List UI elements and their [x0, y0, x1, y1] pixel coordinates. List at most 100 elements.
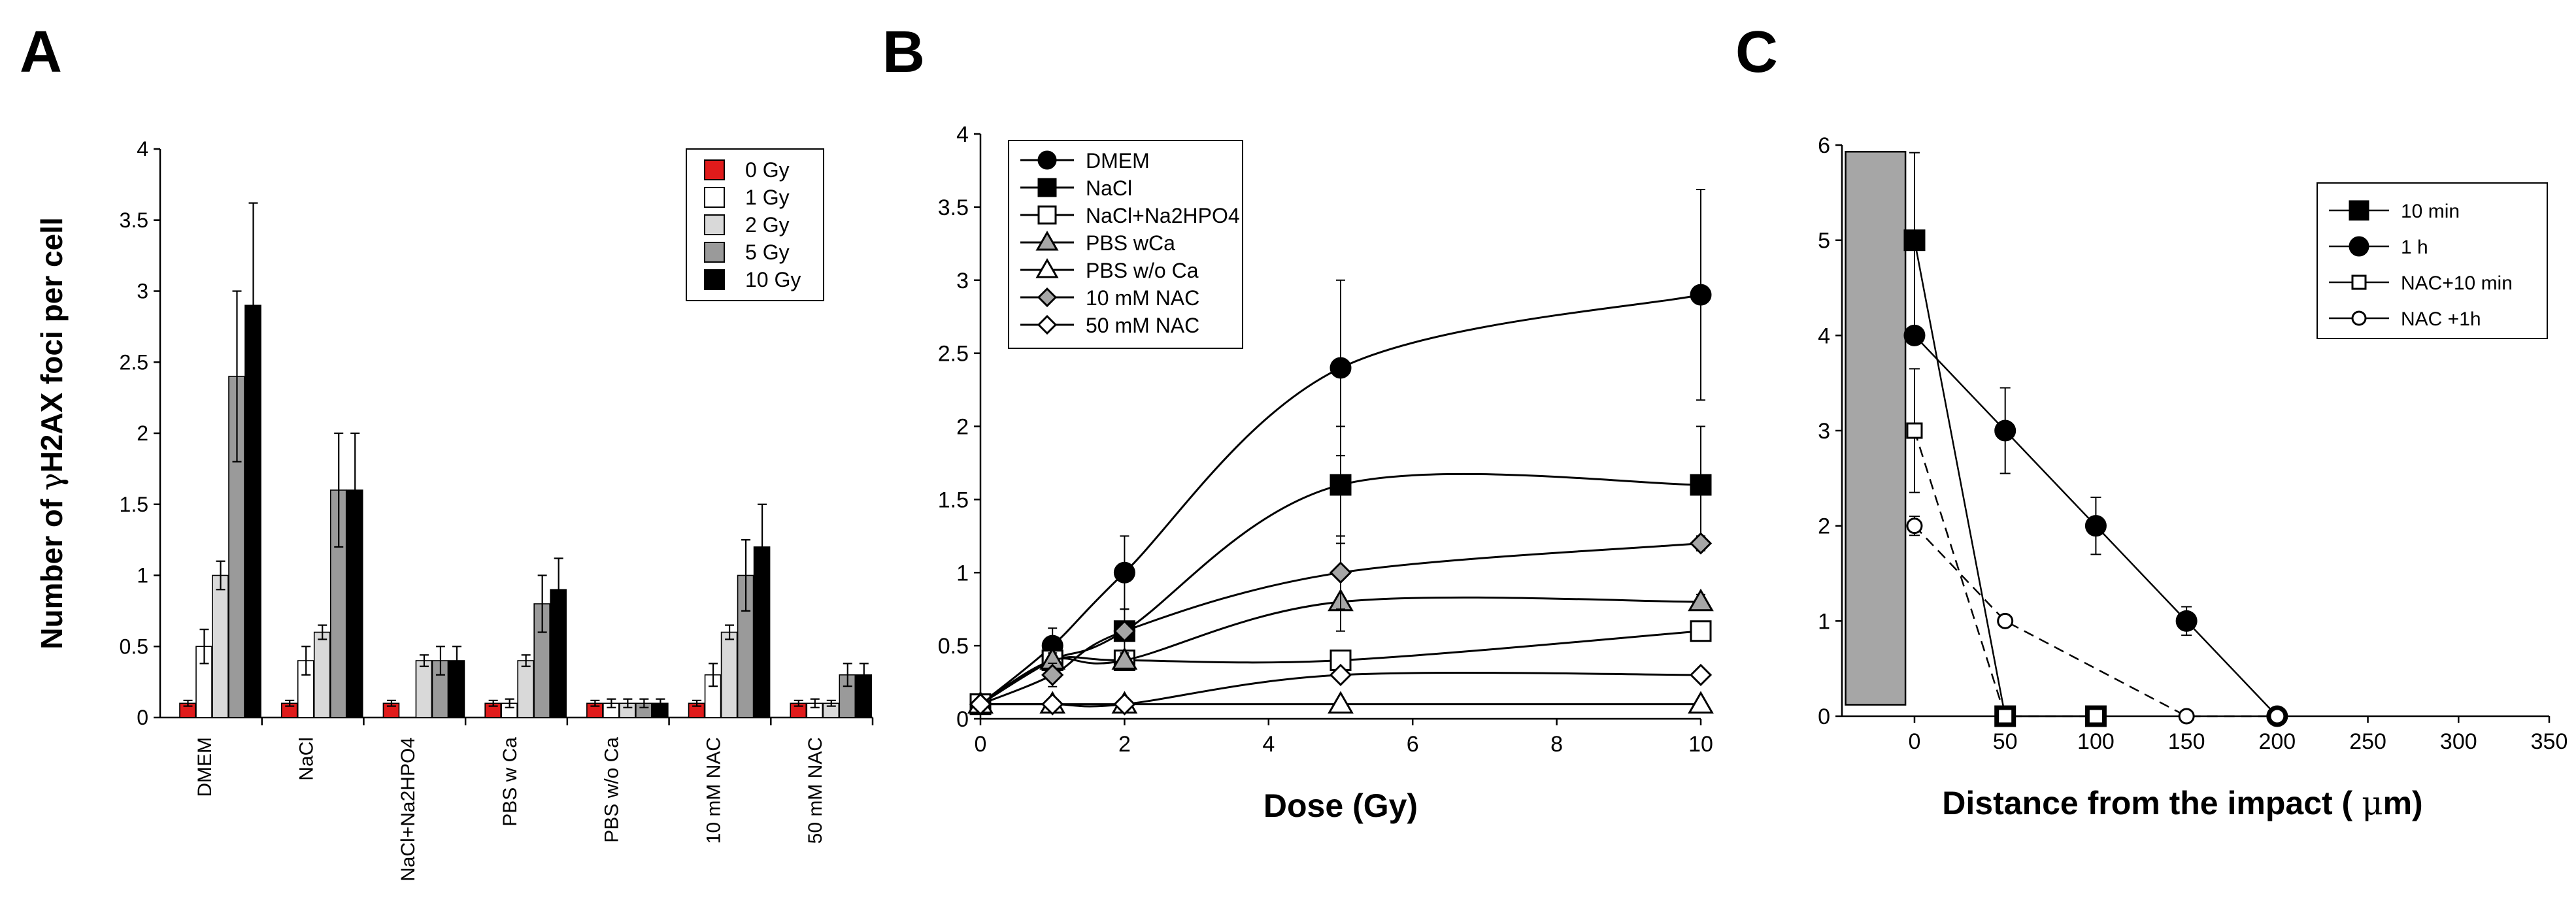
data-point [1330, 357, 1352, 379]
bar [517, 660, 534, 718]
x-tick-label: 350 [2531, 729, 2568, 754]
legend: 10 min 1 h NAC+10 min NAC +1h [2317, 182, 2548, 339]
y-tick-label: 3 [956, 269, 969, 293]
legend-marker [1037, 314, 1058, 335]
data-point [1329, 561, 1352, 584]
y-tick-label: 3 [1818, 419, 1830, 444]
category-label: 50 mM NAC [805, 737, 826, 844]
data-point [1690, 284, 1712, 306]
panel-b-chart: 0 0.5 1 1.5 2 2.5 3 3.5 4 0 2 4 6 8 10 Dose (Gy) DMEM NaC… [938, 122, 1714, 824]
category-label: 10 mM NAC [703, 737, 724, 844]
y-tick-label: 4 [1818, 323, 1830, 348]
y-tick-label: 0 [956, 707, 969, 732]
legend-label: 2 Gy [745, 213, 790, 237]
series-line [1913, 240, 2096, 718]
y-tick-label: 3.5 [938, 195, 969, 220]
legend-label: 1 h [2401, 237, 2428, 258]
legend-marker [1037, 287, 1058, 308]
bar [415, 660, 433, 718]
y-tick-label: 6 [1818, 133, 1830, 158]
y-tick-label: 3 [137, 280, 148, 303]
series-line [1914, 525, 2277, 718]
data-point [1113, 693, 1136, 716]
data-point [2084, 515, 2107, 537]
bar [212, 574, 229, 718]
data-point [1997, 708, 2014, 725]
data-point [1689, 532, 1713, 555]
y-tick-label: 0 [137, 706, 148, 729]
y-axis-label: Number of γH2AX foci per cell [34, 217, 69, 649]
data-point [1906, 518, 1923, 535]
x-tick-label: 50 [1993, 729, 2018, 754]
x-axis-label-part: Distance from the impact ( [1942, 785, 2362, 821]
data-point [1997, 612, 2014, 629]
data-point [1903, 324, 1926, 346]
y-tick-label: 5 [1818, 229, 1830, 254]
y-axis-label-greek: γ [34, 472, 69, 491]
legend-label: 5 Gy [745, 240, 790, 264]
bar [720, 631, 738, 718]
x-tick-label: 150 [2168, 729, 2205, 754]
legend-label: 0 Gy [745, 158, 790, 182]
legend: DMEM NaCl NaCl+Na2HPO4 PBS wCa PBS w/o Ca 10 … [1008, 140, 1243, 349]
data-point [1041, 693, 1064, 716]
category-label: NaCl+Na2HPO4 [397, 737, 419, 882]
x-tick-label: 8 [1550, 732, 1563, 757]
data-point [1903, 229, 1926, 252]
y-tick-label: 3.5 [120, 208, 148, 232]
data-point [1111, 647, 1138, 670]
data-point [1689, 663, 1713, 686]
legend-label: NaCl+Na2HPO4 [1086, 204, 1240, 227]
legend-label: PBS w/o Ca [1086, 259, 1199, 282]
x-tick-label: 0 [975, 732, 987, 757]
x-tick-label: 300 [2440, 729, 2477, 754]
data-point [1329, 663, 1352, 686]
x-tick-label: 250 [2349, 729, 2386, 754]
y-tick-label: 2 [1818, 514, 1830, 539]
y-tick-label: 2.5 [120, 350, 148, 374]
legend-label: 10 Gy [745, 268, 801, 291]
y-tick-label: 1 [137, 564, 148, 587]
legend-marker [1035, 258, 1059, 278]
series-nac-1h [1906, 516, 2286, 725]
data-point [2087, 708, 2104, 725]
y-tick-label: 0.5 [938, 634, 969, 659]
legend-label: PBS wCa [1086, 231, 1175, 255]
y-tick-label: 1.5 [938, 487, 969, 512]
y-tick-label: 1.5 [120, 493, 148, 516]
data-point [2178, 708, 2195, 725]
legend-swatch [704, 269, 725, 290]
data-point [1690, 620, 1712, 642]
y-tick-label: 1 [1818, 609, 1830, 634]
y-axis-label-part: H2AX foci per cell [35, 217, 69, 472]
legend-label: 10 min [2401, 201, 2460, 222]
category-label: DMEM [194, 737, 216, 797]
data-point [2269, 708, 2286, 725]
data-point [1688, 588, 1714, 612]
legend-label: DMEM [1086, 149, 1150, 173]
impact-region [1845, 150, 1907, 706]
panel-label-c: C [1735, 20, 1778, 85]
data-point [1113, 619, 1136, 642]
legend-marker [1037, 150, 1057, 170]
data-point [1330, 474, 1352, 496]
y-tick-label: 0.5 [120, 635, 148, 658]
legend-label: 1 Gy [745, 186, 790, 209]
x-axis-label-part: m) [2383, 785, 2423, 821]
x-axis-label: Dose (Gy) [1263, 787, 1418, 824]
series-line [1913, 430, 2096, 718]
data-point [1041, 663, 1064, 686]
legend-marker [2349, 200, 2369, 221]
y-tick-label: 4 [137, 137, 148, 161]
x-tick-label: 10 [1688, 732, 1713, 757]
series-pbs-w-o-ca [967, 691, 1714, 714]
y-tick-label: 2.5 [938, 342, 969, 367]
x-tick-label: 4 [1262, 732, 1275, 757]
series-50-mm-nac [969, 663, 1713, 716]
x-tick-label: 100 [2077, 729, 2115, 754]
legend-marker [1035, 231, 1059, 251]
panel-label-a: A [20, 20, 62, 85]
y-tick-label: 2 [137, 421, 148, 445]
x-tick-label: 200 [2258, 729, 2296, 754]
